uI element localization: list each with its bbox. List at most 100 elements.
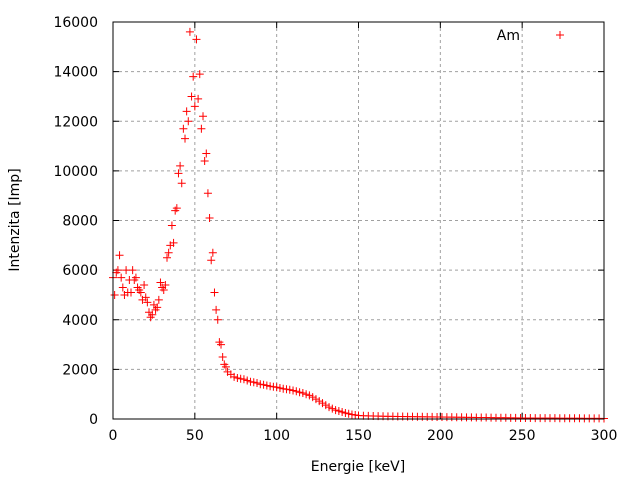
data-point bbox=[113, 266, 122, 275]
data-point bbox=[117, 273, 126, 282]
plus-mark bbox=[321, 401, 330, 410]
data-point bbox=[315, 397, 324, 406]
x-tick-label: 250 bbox=[509, 428, 536, 444]
plus-mark bbox=[295, 388, 304, 397]
y-tick-label: 0 bbox=[89, 412, 98, 428]
plus-mark bbox=[182, 107, 191, 116]
data-point bbox=[179, 124, 188, 133]
y-tick-label: 16000 bbox=[53, 15, 98, 31]
plus-mark bbox=[262, 381, 271, 390]
plus-mark bbox=[156, 278, 165, 287]
plus-mark bbox=[118, 283, 127, 292]
data-point bbox=[127, 288, 136, 297]
legend-plus-icon bbox=[556, 31, 564, 39]
plus-mark bbox=[115, 251, 124, 260]
plus-mark bbox=[298, 388, 307, 397]
plus-mark bbox=[159, 285, 168, 294]
data-point bbox=[115, 251, 124, 260]
plus-mark bbox=[195, 70, 204, 79]
data-point bbox=[128, 266, 137, 275]
plus-mark bbox=[315, 397, 324, 406]
plus-mark bbox=[181, 134, 190, 143]
plus-mark bbox=[153, 303, 162, 312]
data-point bbox=[230, 372, 239, 381]
plus-mark bbox=[207, 256, 216, 265]
plus-mark bbox=[199, 112, 208, 121]
plus-mark bbox=[285, 385, 294, 394]
data-point bbox=[181, 134, 190, 143]
data-point bbox=[221, 362, 230, 371]
plus-mark bbox=[212, 305, 221, 314]
data-point bbox=[233, 374, 242, 383]
plus-mark bbox=[131, 273, 140, 282]
data-point bbox=[143, 298, 152, 307]
data-point bbox=[302, 390, 311, 399]
data-point bbox=[328, 404, 337, 413]
data-point bbox=[153, 303, 162, 312]
x-tick-label: 150 bbox=[345, 428, 372, 444]
data-point bbox=[172, 204, 181, 213]
plus-mark bbox=[302, 390, 311, 399]
plus-mark bbox=[172, 204, 181, 213]
data-point bbox=[344, 409, 353, 418]
data-point bbox=[164, 248, 173, 257]
data-point bbox=[199, 112, 208, 121]
y-tick-label: 10000 bbox=[53, 164, 98, 180]
plus-mark bbox=[140, 281, 149, 290]
data-point bbox=[213, 315, 222, 324]
data-point bbox=[218, 352, 227, 361]
plus-mark bbox=[210, 288, 219, 297]
data-point bbox=[318, 399, 327, 408]
plus-mark bbox=[217, 340, 226, 349]
plus-mark bbox=[174, 169, 183, 178]
plus-mark bbox=[341, 409, 350, 418]
y-tick-label: 2000 bbox=[62, 362, 98, 378]
plus-mark bbox=[328, 404, 337, 413]
data-point bbox=[243, 376, 252, 385]
data-point bbox=[262, 381, 271, 390]
data-point bbox=[298, 388, 307, 397]
plus-mark bbox=[208, 248, 217, 257]
plus-mark bbox=[275, 383, 284, 392]
data-point bbox=[212, 305, 221, 314]
y-tick-label: 12000 bbox=[53, 114, 98, 130]
y-tick-label: 14000 bbox=[53, 65, 98, 81]
plus-mark bbox=[334, 407, 343, 416]
plus-mark bbox=[292, 387, 301, 396]
plus-mark bbox=[163, 253, 172, 262]
data-point bbox=[341, 409, 350, 418]
data-point bbox=[184, 117, 193, 126]
plus-mark bbox=[202, 149, 211, 158]
data-point bbox=[334, 407, 343, 416]
data-point bbox=[174, 169, 183, 178]
x-axis-label: Energie [keV] bbox=[311, 459, 405, 475]
axis-ticks: 0 50 100 150 200 250 300 0 2000 4000 6000 8000 10000… bbox=[53, 15, 617, 444]
plus-mark bbox=[190, 102, 199, 111]
data-point bbox=[305, 391, 314, 400]
plus-mark bbox=[259, 380, 268, 389]
data-point bbox=[177, 179, 186, 188]
data-point bbox=[289, 386, 298, 395]
plus-mark bbox=[184, 117, 193, 126]
plus-mark bbox=[167, 221, 176, 230]
data-points bbox=[109, 27, 608, 423]
plus-mark bbox=[164, 248, 173, 257]
data-point bbox=[249, 378, 258, 387]
plus-mark bbox=[161, 281, 170, 290]
plus-mark bbox=[148, 310, 157, 319]
plus-mark bbox=[136, 288, 145, 297]
legend: Am bbox=[497, 28, 564, 44]
data-point bbox=[159, 285, 168, 294]
data-point bbox=[202, 149, 211, 158]
data-point bbox=[187, 92, 196, 101]
data-point bbox=[110, 290, 119, 299]
data-point bbox=[131, 273, 140, 282]
plus-mark bbox=[556, 31, 564, 39]
plus-mark bbox=[192, 35, 201, 44]
legend-marker bbox=[556, 31, 564, 39]
data-point bbox=[190, 102, 199, 111]
plus-mark bbox=[230, 372, 239, 381]
data-point bbox=[275, 383, 284, 392]
data-point bbox=[239, 375, 248, 384]
